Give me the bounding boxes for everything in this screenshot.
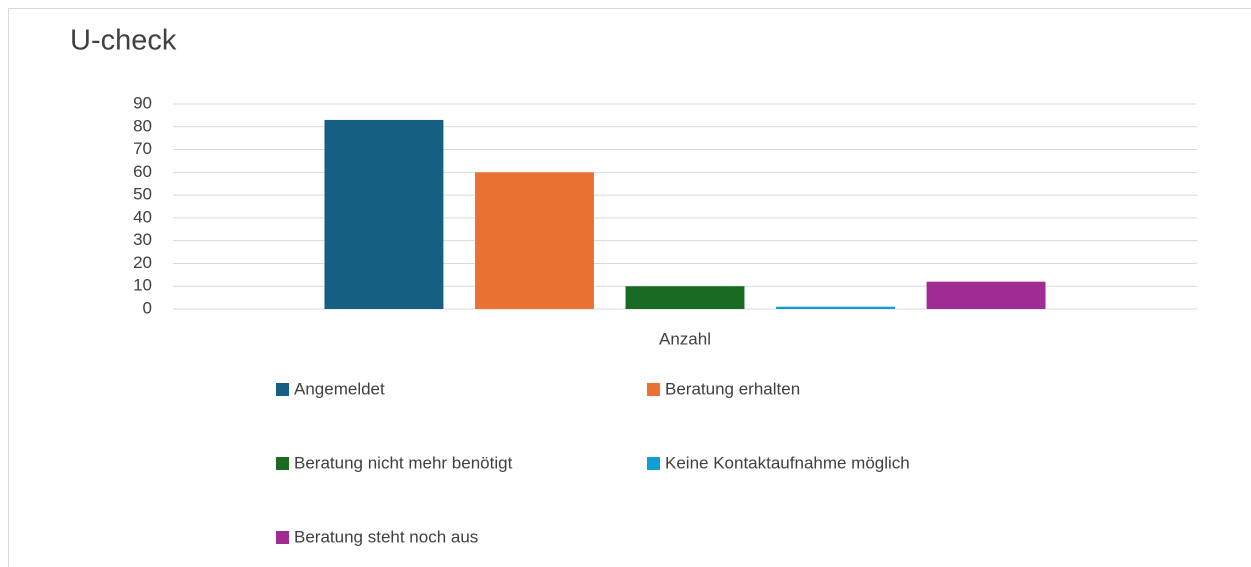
bar bbox=[625, 286, 745, 309]
y-tick-label: 0 bbox=[143, 298, 152, 317]
y-tick-label: 30 bbox=[133, 230, 152, 249]
y-tick-label: 50 bbox=[133, 185, 152, 204]
legend-swatch bbox=[276, 457, 289, 470]
legend-label: Beratung steht noch aus bbox=[294, 527, 478, 546]
y-tick-label: 10 bbox=[133, 276, 152, 295]
x-tick-label: Anzahl bbox=[659, 329, 711, 348]
y-tick-label: 20 bbox=[133, 253, 152, 272]
bar bbox=[926, 281, 1046, 309]
legend-label: Angemeldet bbox=[294, 379, 385, 398]
y-tick-label: 80 bbox=[133, 116, 152, 135]
legend-swatch bbox=[647, 457, 660, 470]
legend-swatch bbox=[276, 531, 289, 544]
legend-label: Beratung nicht mehr benötigt bbox=[294, 453, 513, 472]
bar bbox=[324, 119, 444, 309]
bar bbox=[776, 306, 895, 309]
y-tick-label: 70 bbox=[133, 139, 152, 158]
y-tick-label: 90 bbox=[133, 93, 152, 112]
legend-label: Beratung erhalten bbox=[665, 379, 800, 398]
legend-swatch bbox=[647, 383, 660, 396]
bar bbox=[475, 172, 594, 309]
y-tick-label: 60 bbox=[133, 162, 152, 181]
y-tick-label: 40 bbox=[133, 207, 152, 226]
chart-title: U-check bbox=[70, 25, 177, 57]
legend-label: Keine Kontaktaufnahme möglich bbox=[665, 453, 910, 472]
legend-swatch bbox=[276, 383, 289, 396]
